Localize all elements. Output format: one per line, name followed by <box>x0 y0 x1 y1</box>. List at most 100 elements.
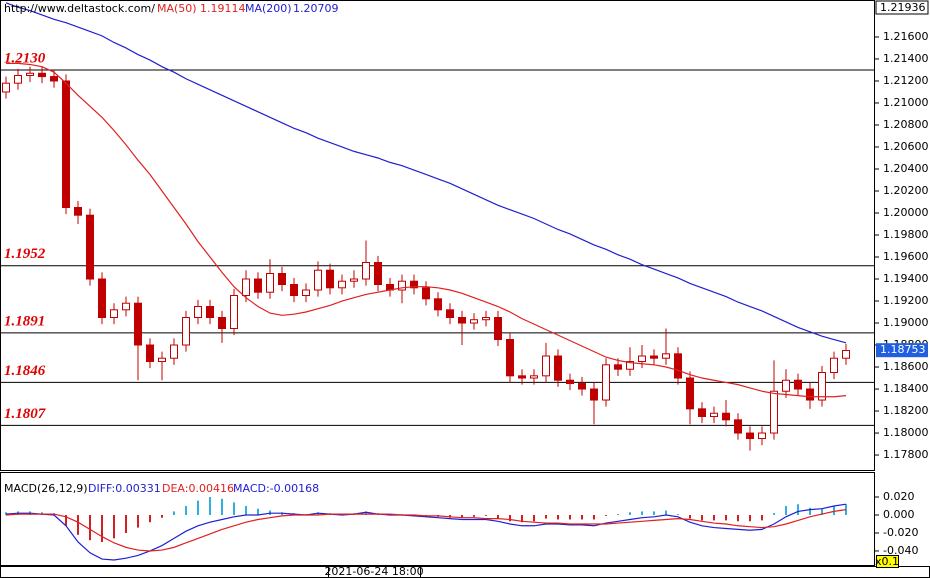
candle-body <box>626 361 634 370</box>
candle-body <box>590 388 598 401</box>
candle-body <box>86 214 94 280</box>
y-tick-label: 1.20200 <box>883 184 929 197</box>
candle-body <box>734 419 742 434</box>
top-price-box <box>875 0 929 15</box>
candle-body <box>302 289 310 297</box>
time-axis <box>0 566 930 578</box>
candle-body <box>794 379 802 390</box>
candle-body <box>638 355 646 363</box>
macd-dea: DEA:0.00416 <box>162 482 234 495</box>
candle-body <box>98 278 106 319</box>
level-label: 1.2130 <box>4 50 46 66</box>
candle-body <box>266 273 274 293</box>
candle-body <box>326 269 334 289</box>
candle-body <box>530 375 538 379</box>
zoom-box[interactable] <box>876 555 899 568</box>
macd-panel <box>0 472 875 566</box>
y-tick-label: 1.19200 <box>883 294 929 307</box>
candle-body <box>278 273 286 286</box>
candle-body <box>62 80 70 208</box>
candle-body <box>362 262 370 280</box>
y-tick-label: 1.20800 <box>883 118 929 131</box>
macd-y-tick-label: -0.040 <box>883 544 918 557</box>
candle-body <box>482 317 490 321</box>
candle-body <box>254 278 262 293</box>
source: http://www.deltastock.com/ <box>4 2 155 15</box>
candle-body <box>830 357 838 374</box>
ma-line <box>5 2 847 344</box>
candle-body <box>446 309 454 319</box>
candle-body <box>14 74 22 84</box>
candle-body <box>650 355 658 359</box>
y-tick-label: 1.19800 <box>883 228 929 241</box>
candle-body <box>674 353 682 379</box>
y-tick-label: 1.19400 <box>883 272 929 285</box>
y-tick-label: 1.20000 <box>883 206 929 219</box>
candle-body <box>182 317 190 346</box>
macd-value: MACD:-0.00168 <box>233 482 319 495</box>
candle-body <box>134 302 142 346</box>
candle-body <box>494 317 502 341</box>
candle-body <box>746 432 754 440</box>
candle-body <box>686 377 694 410</box>
level-label: 1.1891 <box>4 313 45 329</box>
candle-body <box>350 278 358 282</box>
macd-y-tick-label: 0.000 <box>883 508 915 521</box>
level-label: 1.1807 <box>4 406 46 422</box>
top-price: 1.21936 <box>880 1 926 14</box>
candle-body <box>410 280 418 289</box>
main-panel <box>0 0 875 471</box>
candle-body <box>518 375 526 379</box>
candle-body <box>782 379 790 392</box>
candle-body <box>470 319 478 324</box>
candle-body <box>398 280 406 291</box>
candle-body <box>554 355 562 381</box>
candle-body <box>818 372 826 401</box>
y-tick-label: 1.21400 <box>883 52 929 65</box>
candle-body <box>194 306 202 319</box>
ma50-label: MA(50) <box>157 2 197 15</box>
candle-body <box>146 344 154 363</box>
level-label: 1.1952 <box>4 246 46 262</box>
candle-body <box>842 350 850 359</box>
candle-body <box>110 309 118 319</box>
candle-body <box>722 412 730 421</box>
candle-body <box>230 295 238 330</box>
plot-layer: 1.21600 1.21400 1.21200 1.21000 1.20800 1.206… <box>0 0 929 561</box>
candle-body <box>506 339 514 377</box>
y-tick-label: 1.18400 <box>883 382 929 395</box>
y-tick-label: 1.18600 <box>883 360 929 373</box>
candle-body <box>290 284 298 297</box>
candle-body <box>26 72 34 76</box>
candle-body <box>806 388 814 401</box>
candle-body <box>50 76 58 82</box>
macd-y-tick-label: -0.020 <box>883 526 918 539</box>
y-tick-label: 1.18000 <box>883 426 929 439</box>
candle-body <box>338 280 346 289</box>
y-tick-label: 1.18200 <box>883 404 929 417</box>
candle-body <box>314 269 322 291</box>
candle-body <box>614 364 622 370</box>
ma-line <box>6 62 847 398</box>
candle-body <box>374 262 382 286</box>
y-tick-label: 1.19000 <box>883 316 929 329</box>
y-tick-label: 1.21200 <box>883 74 929 87</box>
candle-body <box>218 317 226 330</box>
candle-body <box>122 302 130 311</box>
last-price: 1.18753 <box>880 343 926 356</box>
candle-body <box>38 72 46 78</box>
candle-body <box>578 383 586 390</box>
candle-body <box>206 306 214 319</box>
zoom-label[interactable]: x0.1 <box>875 555 899 568</box>
candle-body <box>422 287 430 300</box>
y-tick-label: 1.20600 <box>883 140 929 153</box>
level-label: 1.1846 <box>4 363 46 379</box>
candle-body <box>566 379 574 385</box>
candle-body <box>2 82 10 93</box>
macd-title: MACD(26,12,9) <box>4 482 88 495</box>
candle-body <box>710 412 718 418</box>
candle-body <box>170 344 178 359</box>
ma50-value: 1.19114 <box>200 2 246 15</box>
candle-body <box>242 278 250 297</box>
